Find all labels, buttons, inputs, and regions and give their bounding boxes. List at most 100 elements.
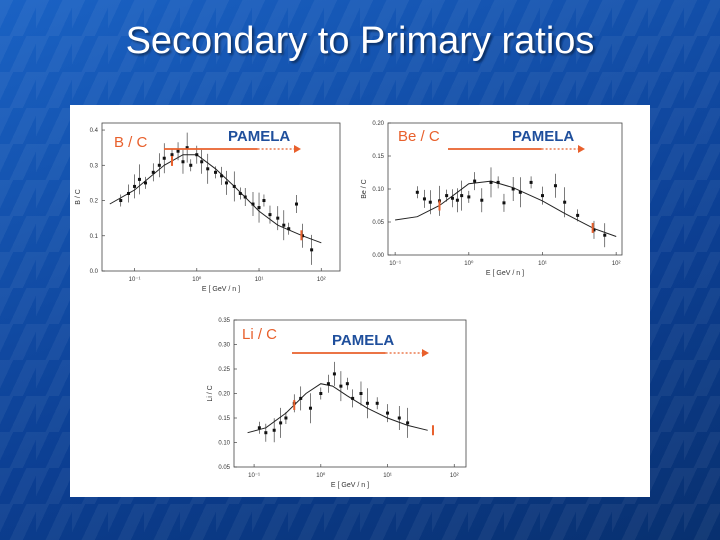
lic-data-point xyxy=(332,372,336,376)
lic-ytick-label: 0.35 xyxy=(218,318,230,324)
lic-xlabel: E [ GeV / n ] xyxy=(331,482,369,489)
ratio-plots: 0.0 0.1 0.2 0.3 0.4 10⁻¹ 10⁰ 10¹ 10² E [ GeV / n … xyxy=(75,121,623,489)
bc-xtick-label: 10² xyxy=(317,277,326,283)
bec-ytick-label: 0.10 xyxy=(372,187,384,193)
bc-data-point xyxy=(243,195,247,199)
bc-data-point xyxy=(181,160,185,164)
bec-xlabel: E [ GeV / n ] xyxy=(486,270,524,277)
bc-data-point xyxy=(282,223,286,227)
bc-data-point xyxy=(251,202,255,206)
bec-data-point xyxy=(511,187,515,191)
bc-data-point xyxy=(176,149,180,153)
bc-ytick-label: 0.1 xyxy=(90,234,99,240)
bc-data-point xyxy=(224,181,228,185)
lic-data-point xyxy=(308,406,312,410)
bc-data-point xyxy=(262,199,266,203)
lic-data-point xyxy=(406,421,410,425)
bc-data-point xyxy=(195,153,199,157)
bec-panel: 0.00 0.05 0.10 0.15 0.20 10⁻¹ 10⁰ 10¹ 10² E [ GeV… xyxy=(361,121,623,277)
bc-data-point xyxy=(238,191,242,195)
bc-ytick-label: 0.2 xyxy=(90,199,99,205)
bec-data-point xyxy=(496,180,500,184)
lic-data-point xyxy=(365,401,369,405)
bec-data-point xyxy=(480,198,484,202)
bc-ytick-label: 0.4 xyxy=(90,128,99,134)
lic-data-point xyxy=(319,392,323,395)
bc-xlabel: E [ GeV / n ] xyxy=(202,286,240,293)
bc-data-point xyxy=(294,202,298,206)
bc-data-point xyxy=(276,216,280,220)
lic-data-point xyxy=(326,382,330,386)
bec-ytick-label: 0.15 xyxy=(372,154,384,160)
bec-xtick-label: 10² xyxy=(612,261,621,267)
lic-ratio-label: Li / C xyxy=(242,326,277,343)
bec-data-point xyxy=(540,194,544,198)
bc-ylabel: B / C xyxy=(75,189,82,205)
lic-data-point xyxy=(339,384,343,388)
lic-data-point xyxy=(351,396,355,400)
bc-data-point xyxy=(157,163,161,167)
lic-data-point xyxy=(345,382,349,386)
bc-data-point xyxy=(206,167,210,171)
bc-data-point xyxy=(119,199,123,203)
bc-pamela-label: PAMELA xyxy=(228,128,290,145)
bc-data-point xyxy=(162,156,166,160)
bc-data-point xyxy=(287,227,291,231)
lic-data-point xyxy=(375,401,379,405)
lic-ytick-label: 0.15 xyxy=(218,416,230,422)
lic-pamela-label: PAMELA xyxy=(332,332,394,349)
bec-data-point xyxy=(415,190,419,194)
bc-pamela-arrowhead xyxy=(294,145,301,153)
lic-xtick-label: 10⁰ xyxy=(316,472,326,479)
lic-pamela-arrowhead xyxy=(422,349,429,357)
bc-data-point xyxy=(170,153,174,157)
lic-ylabel: Li / C xyxy=(207,385,214,401)
bc-ytick-label: 0.3 xyxy=(90,163,99,169)
bc-xtick-label: 10¹ xyxy=(255,277,264,283)
bc-panel: 0.0 0.1 0.2 0.3 0.4 10⁻¹ 10⁰ 10¹ 10² E [ GeV / n … xyxy=(75,122,341,293)
bec-pamela-arrowhead xyxy=(578,145,585,153)
bec-data-point xyxy=(450,196,454,200)
bec-xtick-label: 10¹ xyxy=(538,261,547,267)
bec-ylabel: Be / C xyxy=(361,179,368,198)
bec-data-point xyxy=(460,194,464,198)
bc-data-point xyxy=(127,191,131,195)
bec-xtick-label: 10⁰ xyxy=(464,260,474,267)
bc-xtick-label: 10⁻¹ xyxy=(129,277,141,283)
bec-data-point xyxy=(529,180,533,184)
bec-data-point xyxy=(592,228,596,232)
bec-model-curve xyxy=(395,180,617,237)
bec-data-point xyxy=(467,195,471,199)
slide-title: Secondary to Primary ratios xyxy=(125,20,595,62)
bec-data-point xyxy=(422,197,426,201)
bec-ytick-label: 0.00 xyxy=(372,253,384,259)
bc-ratio-label: B / C xyxy=(114,134,148,151)
lic-data-point xyxy=(284,416,288,420)
bc-data-point xyxy=(137,177,141,181)
bec-data-point xyxy=(576,213,580,217)
bc-data-point xyxy=(144,181,148,185)
bec-xtick-label: 10⁻¹ xyxy=(389,261,401,267)
bec-data-point xyxy=(489,180,493,184)
bec-data-point xyxy=(518,190,522,194)
bec-data-point xyxy=(563,200,567,204)
bc-data-point xyxy=(220,174,224,178)
lic-panel: 0.05 0.10 0.15 0.20 0.25 0.30 0.35 10⁻¹ 10⁰ 10¹ 10… xyxy=(207,318,467,489)
bec-data-point xyxy=(455,198,459,202)
bec-ytick-label: 0.05 xyxy=(372,220,384,226)
bc-data-point xyxy=(310,248,314,252)
bec-ratio-label: Be / C xyxy=(398,128,440,145)
bec-data-point xyxy=(445,194,449,198)
bec-data-point xyxy=(553,184,557,188)
lic-data-point xyxy=(397,416,401,420)
bc-data-point xyxy=(200,160,204,164)
bc-ytick-label: 0.0 xyxy=(90,269,99,275)
bec-ytick-label: 0.20 xyxy=(372,121,384,127)
bc-data-point xyxy=(214,170,218,174)
lic-data-point xyxy=(386,411,390,415)
bec-data-point xyxy=(603,233,607,237)
lic-data-point xyxy=(257,426,261,430)
lic-ytick-label: 0.25 xyxy=(218,367,230,373)
lic-model-curve xyxy=(247,383,428,434)
lic-data-point xyxy=(264,431,268,435)
